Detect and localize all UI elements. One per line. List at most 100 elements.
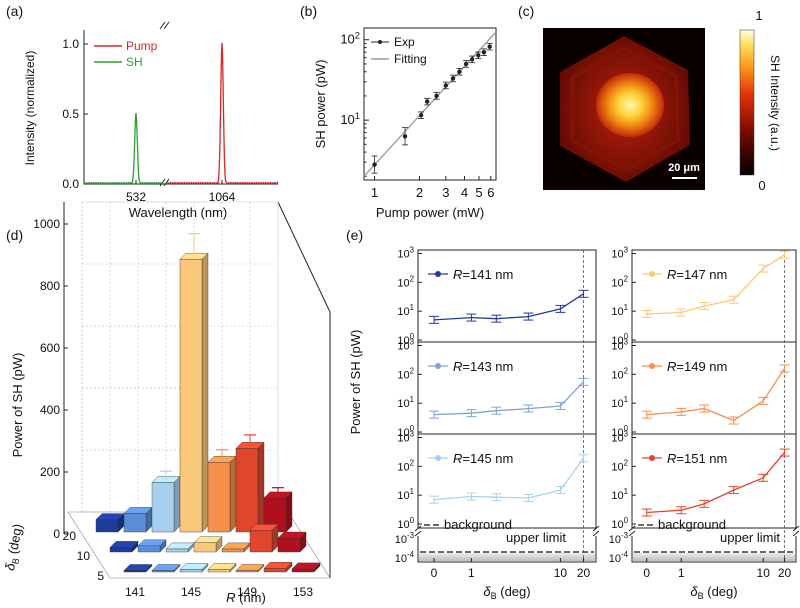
legend-marker (435, 455, 441, 461)
panel-e-xtick-label: 10 (554, 566, 568, 580)
bar-r147-deg5 (207, 569, 231, 573)
panel-d-xtick-label: 145 (181, 585, 201, 599)
panel-e-xlabel: δB (deg) (690, 584, 737, 601)
panel-d-depth-tick-label: 5 (97, 569, 104, 583)
panel-b-ytick-label: 101 (340, 111, 360, 127)
legend-marker (435, 271, 441, 277)
panel-e-xtick-label: 0 (643, 566, 650, 580)
panel-d-xlabel: R (nm) (226, 590, 266, 605)
bar-r141-deg20 (95, 519, 119, 533)
exp-data-point (418, 113, 424, 118)
legend-label-147nm: R=147 nm (667, 267, 727, 282)
panel-label-c: (c) (518, 3, 534, 19)
panel-e-ytick-label: 102 (611, 274, 628, 289)
bar-r149-deg5 (235, 570, 259, 573)
panel-b-ytick-label: 102 (340, 31, 360, 47)
panel-d-depth-tick-label: 10 (77, 549, 91, 563)
legend-label-141nm: R=141 nm (453, 267, 513, 282)
panel-e-xtick-label: 0 (431, 566, 438, 580)
panel-d-xlabel-var: R (226, 590, 235, 605)
legend-sh-label: SH (126, 55, 143, 69)
panel-e-ytick-label: 100 (611, 424, 628, 439)
exp-data-point (481, 49, 487, 55)
series-line-143nm (433, 381, 584, 416)
background-level-band (419, 553, 595, 561)
panel-e-ytick-label: 10-3 (609, 531, 629, 546)
panel-e-xtick-label: 10 (757, 566, 771, 580)
panel-label-b: (b) (300, 3, 317, 19)
panel-b-xtick-label: 5 (475, 185, 482, 200)
series-line-151nm (646, 452, 785, 514)
bar-r147-deg20 (179, 259, 203, 533)
bar-r143-deg5 (151, 570, 175, 573)
series-line-147nm (646, 254, 785, 315)
panel-e-ytick-label: 101 (611, 487, 628, 502)
colorbar-tick-min: 0 (758, 178, 765, 193)
panel-label-e: (e) (346, 227, 363, 243)
bar-r145-deg10 (165, 548, 189, 553)
panel-b-xtick-label: 6 (487, 185, 494, 200)
bar-r141-deg10 (109, 547, 133, 553)
exp-data-point (424, 99, 430, 104)
panel-e-ytick-label: 100 (611, 332, 628, 347)
legend-exp-label: Exp (394, 35, 415, 49)
panel-e-ytick-label: 100 (397, 424, 414, 439)
bar-r151-deg20 (235, 448, 259, 533)
panel-e-xtick-label: 20 (778, 566, 792, 580)
panel-d-xtick-label: 141 (125, 585, 145, 599)
bar-r149-deg10 (221, 548, 245, 553)
panel-e-xlabel: δB (deg) (483, 584, 530, 601)
panel-d-zlabel-unit: (deg) (4, 523, 25, 559)
panel-d-zlabel: δB (deg) (2, 523, 27, 572)
panel-e-ytick-label: 103 (611, 338, 628, 353)
bar-r147-deg10 (193, 542, 217, 553)
panel-e-ytick-label: 100 (611, 516, 628, 531)
bar-r141-deg5 (123, 570, 147, 573)
panel-e-ytick-label: 10-3 (395, 531, 415, 546)
panel-d-xlabel-unit: (nm) (236, 590, 266, 605)
panel-label-a: (a) (6, 3, 23, 19)
panel-e-ytick-label: 100 (397, 332, 414, 347)
legend-label-145nm: R=145 nm (453, 451, 513, 466)
panel-d-zlabel-sub: B (10, 557, 21, 565)
panel-a-ytick-label: 1.0 (62, 37, 79, 51)
panel-e-ytick-label: 103 (397, 246, 414, 261)
exp-data-point (443, 83, 449, 88)
bar-r151-deg5 (263, 568, 287, 573)
series-line-149nm (646, 368, 786, 422)
legend-pump-label: Pump (126, 39, 158, 53)
panel-e-ytick-label: 101 (611, 395, 628, 410)
bar-r151-deg10 (249, 530, 273, 553)
panel-a-ylabel: Intensity (normalized) (23, 51, 37, 166)
bar-r145-deg5 (179, 569, 203, 573)
panel-e-ytick-label: 101 (397, 395, 414, 410)
panel-a-ytick-label: 0.5 (62, 107, 79, 121)
panel-d-xtick-label: 153 (293, 585, 313, 599)
panel-e-ytick-label: 103 (397, 430, 414, 445)
panel-e-ytick-label: 101 (611, 303, 628, 318)
bar-r153-deg10 (277, 537, 301, 553)
panel-b-xtick-label: 1 (371, 185, 378, 200)
legend-marker (649, 455, 655, 461)
panel-label-d: (d) (6, 227, 23, 243)
colorbar-label: SH Intensity (a.u.) (768, 55, 782, 151)
panel-e-ytick-label: 101 (397, 487, 414, 502)
panel-e-ytick-label: 103 (611, 430, 628, 445)
legend-marker (649, 271, 655, 277)
upper-limit-label: upper limit (506, 530, 566, 545)
legend-exp-marker (378, 40, 382, 44)
pump-spectrum-line (167, 42, 279, 185)
panel-e-ytick-label: 10-4 (395, 550, 415, 565)
background-label: background (658, 517, 726, 532)
panel-e-xtick-label: 1 (468, 566, 475, 580)
series-line-141nm (433, 293, 584, 321)
legend-marker (435, 363, 441, 369)
bar-r153-deg5 (291, 568, 315, 573)
exp-data-point (457, 69, 462, 74)
panel-d-ytick-label: 800 (40, 279, 60, 293)
bar-r149-deg20 (207, 462, 231, 533)
panel-e-ytick-label: 102 (397, 366, 414, 381)
legend-label-151nm: R=151 nm (667, 451, 727, 466)
